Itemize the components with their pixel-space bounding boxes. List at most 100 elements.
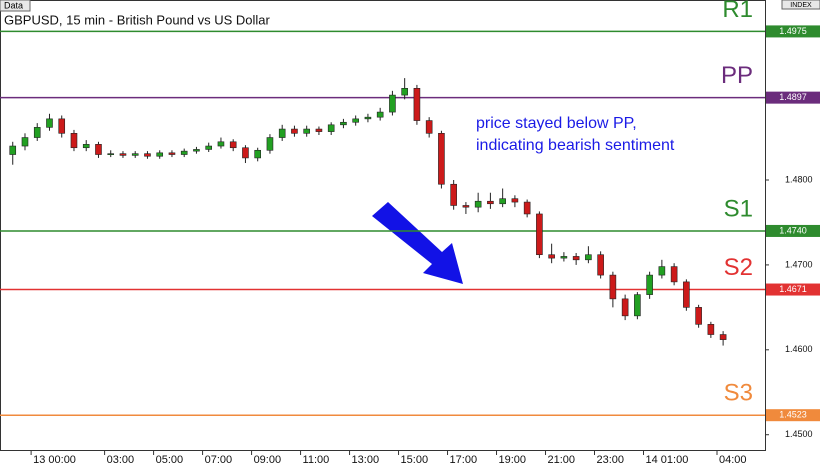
candle-body — [144, 153, 151, 157]
candle-body — [536, 213, 543, 256]
candle-body — [107, 153, 115, 155]
annotation: indicating bearish sentiment — [476, 137, 675, 154]
level-name: R1 — [722, 0, 753, 23]
x-tick-label: 23:00 — [597, 454, 625, 466]
level-value: 1.4897 — [779, 92, 807, 102]
candle-body — [303, 128, 310, 134]
x-tick-label: 17:00 — [450, 454, 478, 466]
x-tick-label: 04:00 — [719, 454, 747, 466]
candle-body — [609, 274, 617, 300]
candle-body — [389, 94, 396, 113]
candle-body — [462, 205, 470, 208]
candle-body — [683, 281, 690, 308]
candle-body — [707, 324, 715, 335]
candle-body — [401, 88, 408, 96]
candle-body — [242, 147, 249, 159]
candle-body — [548, 254, 555, 259]
level-name: S3 — [724, 380, 753, 407]
candle-body — [205, 145, 213, 150]
candle-body — [425, 120, 433, 134]
index-box — [781, 0, 820, 10]
candle-body — [193, 149, 200, 152]
level-name: S1 — [724, 195, 753, 222]
x-tick-label: 19:00 — [499, 454, 527, 466]
candle-body — [315, 128, 323, 132]
x-tick-label: 05:00 — [156, 454, 184, 466]
candle-body — [254, 149, 261, 159]
x-tick-label: 03:00 — [107, 454, 135, 466]
candle-body — [719, 334, 727, 340]
x-tick-label: 09:00 — [254, 454, 282, 466]
candle-body — [9, 145, 17, 155]
candle-body — [33, 127, 41, 138]
annotation: price stayed below PP, — [476, 115, 637, 132]
candle-body — [278, 128, 286, 138]
candle-body — [621, 298, 629, 317]
chart-title: GBPUSD, 15 min - British Pound vs US Dol… — [4, 12, 271, 27]
level-value: 1.4740 — [779, 225, 807, 235]
candle-body — [291, 128, 298, 134]
x-tick-label: 13:00 — [352, 454, 380, 466]
trend-arrow — [372, 202, 463, 284]
candle-body — [438, 133, 445, 185]
tag: Data — [4, 0, 23, 10]
candle-body — [364, 116, 372, 120]
level-name: PP — [721, 62, 753, 89]
y-tick-label: 1.4600 — [785, 344, 813, 354]
candle-body — [511, 198, 519, 203]
y-tick-label: 1.4500 — [785, 429, 813, 439]
tag-box — [0, 0, 31, 12]
candle-body — [58, 118, 66, 134]
candle-body — [266, 137, 274, 151]
candle-body — [658, 266, 666, 276]
candle-body — [217, 141, 225, 147]
candle-body — [70, 133, 78, 149]
candle-body — [46, 118, 53, 128]
candle-body — [695, 307, 702, 325]
level-value: 1.4671 — [779, 284, 807, 294]
candle-body — [450, 183, 457, 206]
level-name: S2 — [724, 254, 753, 281]
candle-body — [131, 153, 139, 156]
plot-frame — [0, 0, 766, 451]
level-value-box — [766, 224, 820, 237]
candle-body — [560, 256, 568, 259]
candle-body — [487, 200, 494, 205]
candle-body — [327, 124, 335, 132]
x-tick-label: 11:00 — [303, 454, 330, 466]
candle-body — [82, 144, 90, 149]
level-value-box — [766, 283, 820, 296]
candle-body — [168, 152, 176, 155]
candle-body — [634, 294, 641, 317]
candle-body — [413, 88, 421, 121]
candle-body — [499, 198, 506, 205]
level-value: 1.4975 — [779, 26, 807, 36]
y-tick-label: 1.4800 — [785, 174, 813, 184]
candle-body — [119, 153, 127, 156]
x-tick-label: 21:00 — [548, 454, 576, 466]
candle-body — [340, 121, 347, 126]
candle-body — [670, 266, 678, 283]
candle-body — [572, 256, 580, 261]
level-value-box — [766, 91, 820, 104]
candle-body — [352, 118, 359, 123]
candle-body — [95, 144, 102, 155]
level-value-box — [766, 409, 820, 422]
candle-body — [646, 274, 653, 295]
x-tick-label: 13 00:00 — [33, 454, 76, 466]
candle-body — [597, 254, 604, 276]
x-tick-label: 14 01:00 — [646, 454, 689, 466]
x-tick-label: 15:00 — [401, 454, 429, 466]
candle-body — [376, 111, 384, 118]
candle-body — [180, 150, 188, 155]
candle-body — [474, 200, 482, 208]
x-tick-label: 07:00 — [205, 454, 233, 466]
candle-body — [21, 137, 29, 147]
candle-body — [229, 141, 237, 149]
level-value-box — [766, 25, 820, 38]
index-label: INDEX — [790, 2, 812, 9]
candle-body — [523, 201, 531, 215]
level-value: 1.4523 — [779, 410, 807, 420]
candle-body — [585, 254, 592, 261]
